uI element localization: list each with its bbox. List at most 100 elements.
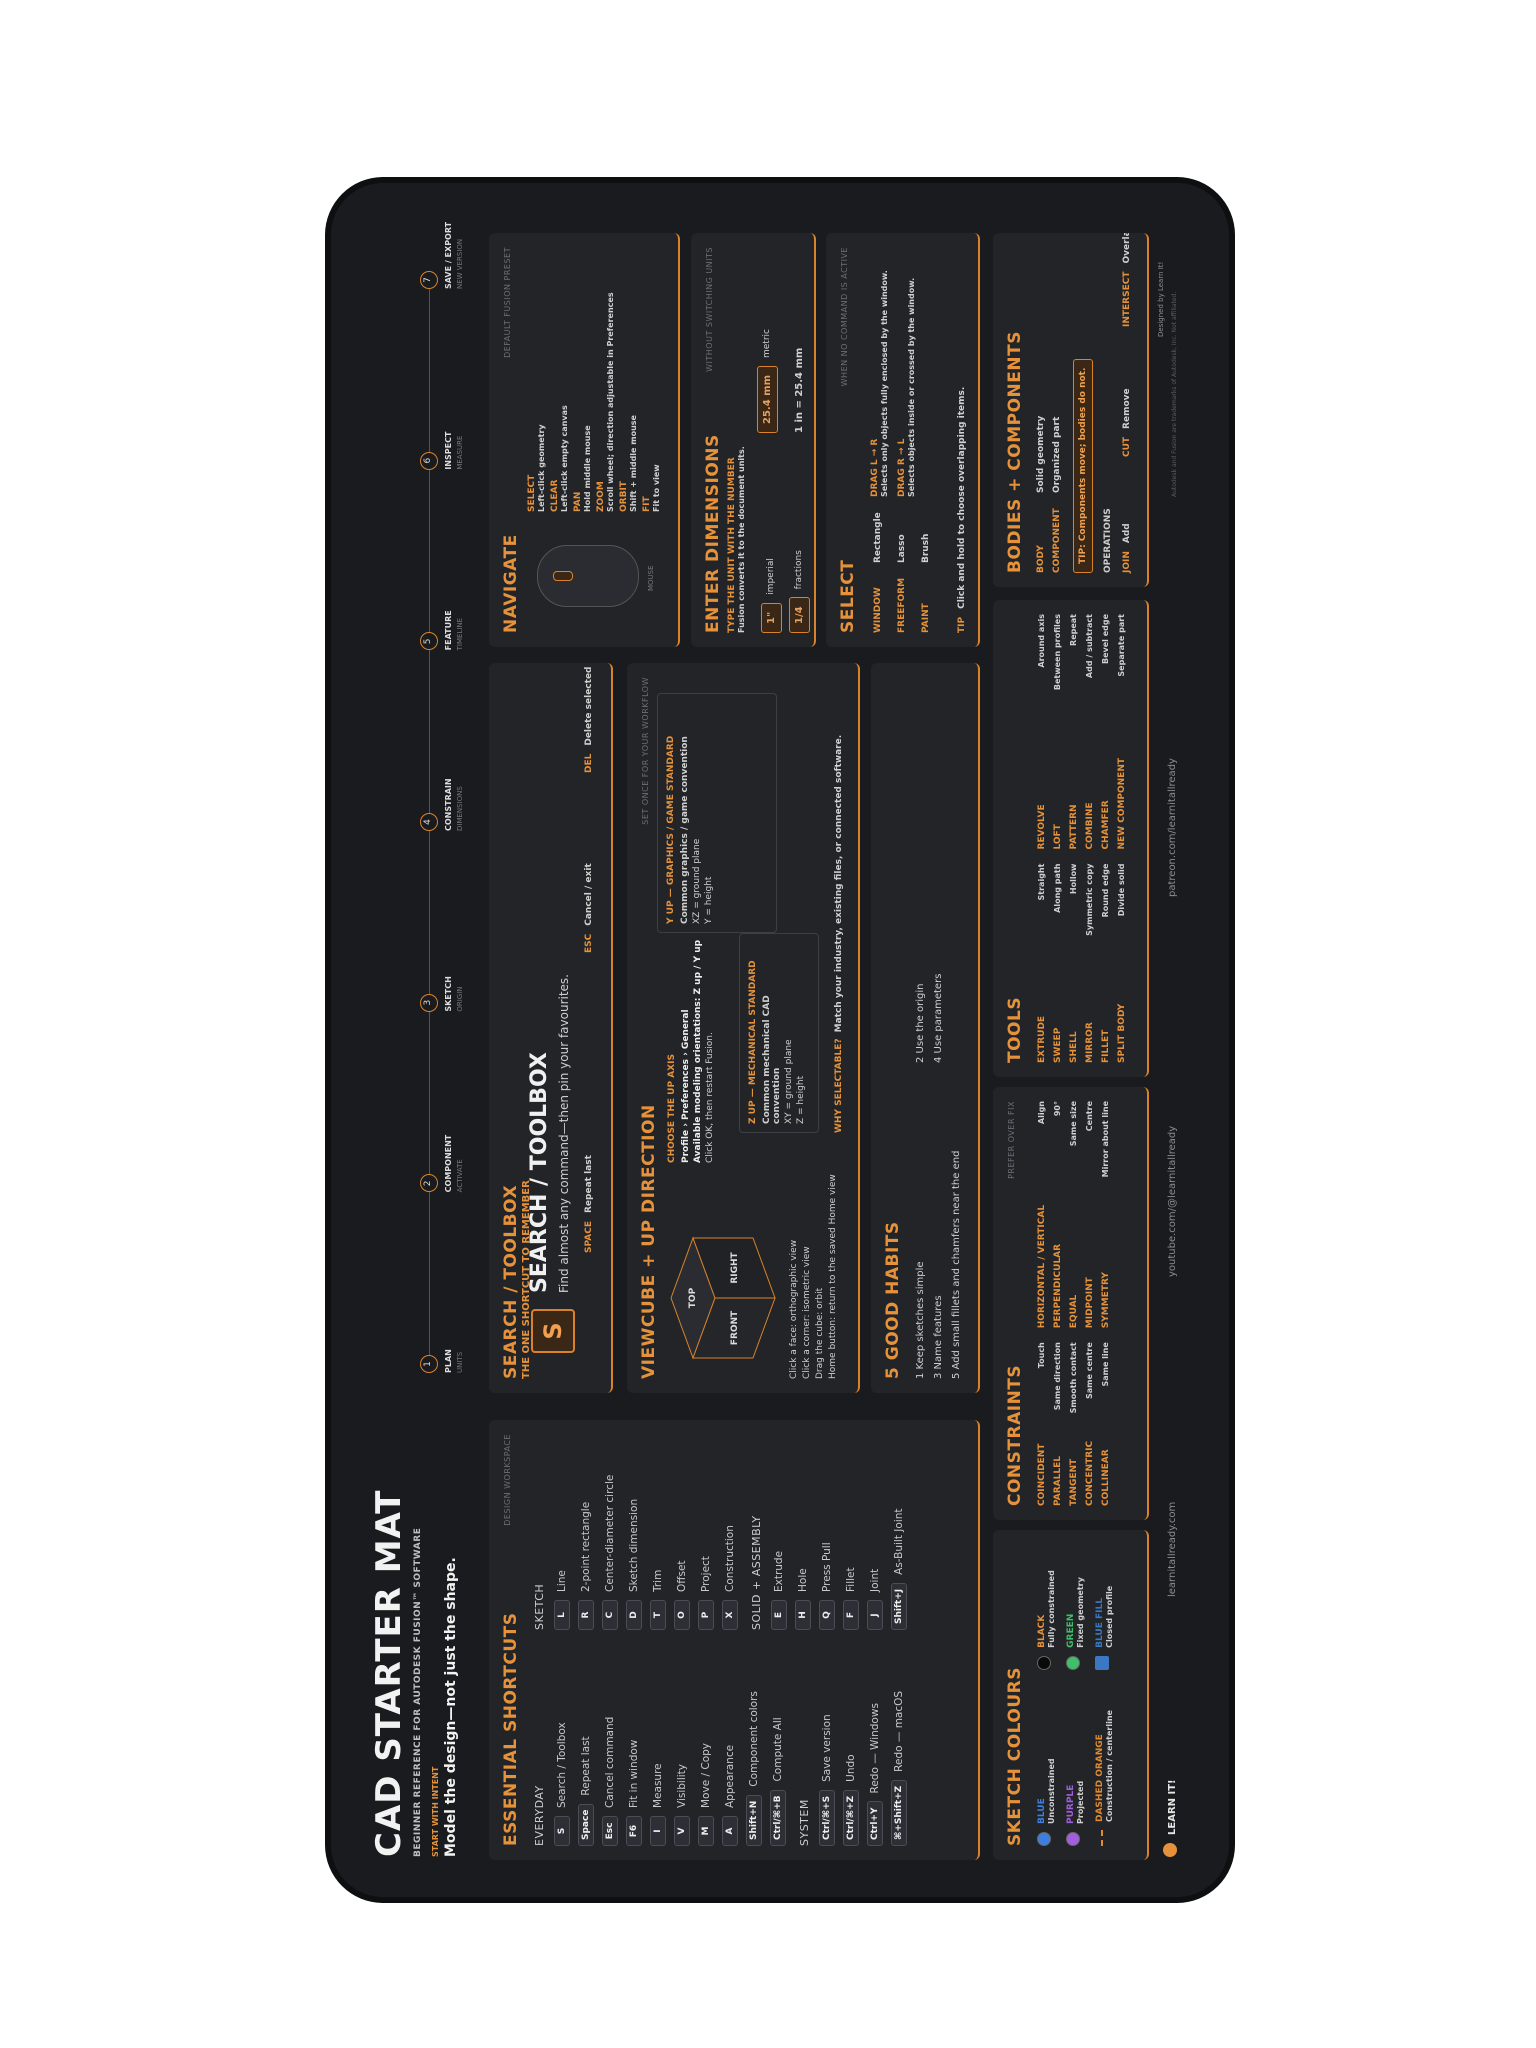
item-name: EQUAL — [1069, 1294, 1079, 1329]
habit: 4 Use parameters — [933, 973, 944, 1063]
key-badge: Ctrl/⌘+B — [770, 1789, 786, 1846]
habit: 2 Use the origin — [915, 983, 926, 1063]
item-desc: Centre — [1085, 1101, 1094, 1132]
shortcut-row: Esc Cancel command — [598, 1646, 622, 1846]
item-name: FILLET — [1101, 1029, 1111, 1063]
key-badge: Space — [578, 1803, 594, 1846]
mini-key: SPACE — [584, 1221, 594, 1253]
item-desc: Mirror about line — [1101, 1101, 1110, 1178]
colour-text: PURPLE Projected — [1066, 1781, 1085, 1824]
colour-item: GREEN Fixed geometry — [1066, 1544, 1085, 1670]
key-badge: F — [843, 1600, 859, 1630]
key-badge: Esc — [602, 1816, 618, 1846]
colour-item: DASHED ORANGE Construction / centerline — [1095, 1684, 1114, 1846]
key-badge: O — [674, 1600, 690, 1630]
dim-sub: Fusion converts it to the document units… — [737, 446, 746, 633]
step-sub: TIMELINE — [456, 617, 464, 651]
shortcut-row: Shift+J As-Built Joint — [887, 1430, 911, 1630]
shortcut-row: I Measure — [646, 1646, 670, 1846]
shortcut-row: F6 Fit in window — [622, 1646, 646, 1846]
shortcuts-panel: ESSENTIAL SHORTCUTS DESIGN WORKSPACE EVERY… — [489, 1420, 980, 1860]
colour-item: BLACK Fully constrained — [1037, 1544, 1056, 1670]
colour-text: DASHED ORANGE Construction / centerline — [1095, 1710, 1114, 1822]
colour-desc: Projected — [1076, 1780, 1085, 1824]
mode-name: PAINT — [921, 603, 931, 633]
drag-desc: Selects only objects fully enclosed by t… — [880, 270, 889, 497]
shortcut-row: O Offset — [670, 1430, 694, 1630]
dim-row: 1/4 fractions — [787, 550, 811, 633]
desk-mat: CAD STARTER MAT BEGINNER REFERENCE FOR AU… — [331, 183, 1229, 1897]
instruction: Click a face: orthographic view — [789, 1239, 799, 1379]
panel-note: WHEN NO COMMAND IS ACTIVE — [840, 247, 849, 387]
search-desc: Find almost any command—then pin your fa… — [557, 974, 571, 1293]
step-number: 1 — [420, 1355, 438, 1373]
shortcut-label: Save version — [821, 1714, 833, 1782]
item-name: HORIZONTAL / VERTICAL — [1037, 1204, 1047, 1329]
item-name: PATTERN — [1069, 804, 1079, 850]
colour-grid: BLUE Unconstrained BLACK Fully constrained P… — [1037, 1544, 1114, 1846]
colour-item: BLUE FILL Closed profile — [1095, 1544, 1114, 1670]
colour-name: BLUE FILL — [1095, 1598, 1105, 1648]
op-row: INTERSECT Overlap — [1115, 233, 1139, 327]
brand: LEARN IT! — [1167, 1779, 1178, 1835]
shortcut-label: Visibility — [676, 1763, 688, 1808]
bodies-panel: BODIES + COMPONENTS BODY Solid geometry COM… — [993, 233, 1149, 587]
shortcut-label: Undo — [845, 1754, 857, 1782]
item-desc: Same size — [1069, 1101, 1078, 1147]
step-title: PLAN — [444, 1349, 453, 1373]
cube-face-label: FRONT — [730, 1310, 740, 1345]
shortcut-row: F Fillet — [839, 1430, 863, 1630]
key-badge: L — [554, 1600, 570, 1630]
mini-shortcut: ESC Cancel / exit — [577, 863, 601, 953]
nav-name: PAN — [573, 491, 583, 512]
key-badge: R — [578, 1600, 594, 1630]
item-name: COINCIDENT — [1037, 1443, 1047, 1506]
axis-box: Z UP — MECHANICAL STANDARD Common mechani… — [739, 933, 819, 1133]
dim-value: 1" — [760, 602, 782, 633]
item-name: LOFT — [1053, 824, 1063, 850]
op-name: JOIN — [1122, 551, 1132, 573]
habit: 1 Keep sketches simple — [915, 1261, 926, 1379]
nav-desc: Shift + middle mouse — [629, 415, 638, 512]
shortcut-label: Fit in window — [628, 1739, 640, 1808]
colour-item: BLUE Unconstrained — [1037, 1684, 1056, 1846]
tip-label: TIP — [957, 616, 967, 633]
select-modes: WINDOW Rectangle FREEFORM Lasso PAINT Brush — [866, 512, 938, 633]
key-badge: H — [795, 1600, 811, 1630]
instruction: Click a corner: isometric view — [802, 1246, 812, 1379]
shortcut-label: Joint — [869, 1568, 881, 1592]
shortcut-label: Redo — macOS — [893, 1690, 905, 1772]
colour-name: BLACK — [1037, 1614, 1047, 1648]
select-tip: TIP Click and hold to choose overlapping … — [950, 387, 974, 633]
dim-lead: TYPE THE UNIT WITH THE NUMBER — [727, 457, 737, 633]
shortcut-row: S Search / Toolbox — [550, 1646, 574, 1846]
item-name: COLLINEAR — [1101, 1449, 1111, 1506]
item-desc: Align — [1037, 1101, 1046, 1125]
panel-note: DEFAULT FUSION PRESET — [503, 247, 512, 358]
colour-desc: Fully constrained — [1047, 1570, 1056, 1648]
colour-name: BLUE — [1037, 1798, 1047, 1824]
drag-name: DRAG R → L — [897, 438, 907, 497]
viewcube-graphic[interactable]: TOP FRONT RIGHT — [663, 1223, 783, 1373]
item-desc: Smooth contact — [1069, 1342, 1078, 1414]
item-desc: Round edge — [1101, 863, 1110, 918]
step-number: 4 — [420, 813, 438, 831]
step-sub: DIMENSIONS — [456, 786, 464, 831]
nav-desc: Scroll wheel; direction adjustable in Pr… — [606, 292, 615, 512]
select-mode: WINDOW Rectangle — [866, 512, 890, 633]
body-desc: Solid geometry — [1036, 415, 1046, 493]
item-desc: Symmetric copy — [1085, 863, 1094, 936]
box-line: Common graphics / game convention — [680, 736, 690, 924]
mini-shortcut: DEL Delete selected — [577, 667, 601, 774]
column: SKETCH L Line R 2-point rectangle C Center-dia… — [525, 1430, 911, 1630]
bodies-list: BODY Solid geometry COMPONENT Organized par… — [1033, 416, 1065, 573]
cube-face-label: TOP — [688, 1287, 698, 1308]
box-line: XZ = ground plane — [692, 838, 702, 924]
body-desc: Organized part — [1052, 416, 1062, 493]
nav-desc: Left-click empty canvas — [560, 405, 569, 512]
shortcut-row: H Hole — [791, 1430, 815, 1630]
nav-desc: Hold middle mouse — [583, 425, 592, 512]
mini-key: DEL — [584, 753, 594, 773]
body-name: COMPONENT — [1052, 508, 1062, 573]
item-name: SWEEP — [1053, 1027, 1063, 1063]
